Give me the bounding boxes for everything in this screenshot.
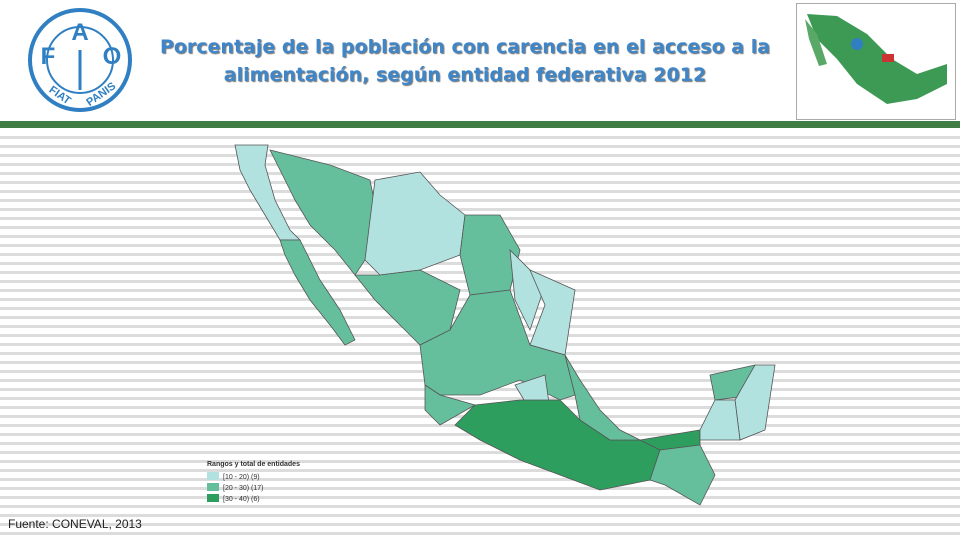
logo-letter: F: [41, 43, 56, 70]
divider: [0, 121, 960, 128]
states: [234, 144, 776, 506]
title-line: Porcentaje de la población con carencia …: [159, 36, 771, 58]
logo-letter: O: [103, 43, 122, 70]
legend-label: [10 - 20) (9): [223, 474, 260, 481]
title-line: alimentación, según entidad federativa 2…: [223, 64, 707, 86]
legend-label: [30 - 40) (6): [223, 496, 260, 503]
legend-swatch: [207, 472, 219, 480]
logo: F A O FIAT PANIS: [28, 8, 132, 112]
legend-swatch: [207, 494, 219, 502]
logo-letter: A: [71, 19, 88, 46]
legend: [10 - 20) (9) [20 - 30) (17) [30 - 40) (6): [207, 472, 263, 503]
legend-label: [20 - 30) (17): [223, 485, 263, 492]
thumbnail-map: [796, 3, 956, 120]
legend-swatch: [207, 483, 219, 491]
thumbnail: [805, 14, 947, 104]
legend-title: Rangos y total de entidades: [207, 461, 300, 468]
source: Fuente: CONEVAL, 2013: [8, 517, 142, 531]
